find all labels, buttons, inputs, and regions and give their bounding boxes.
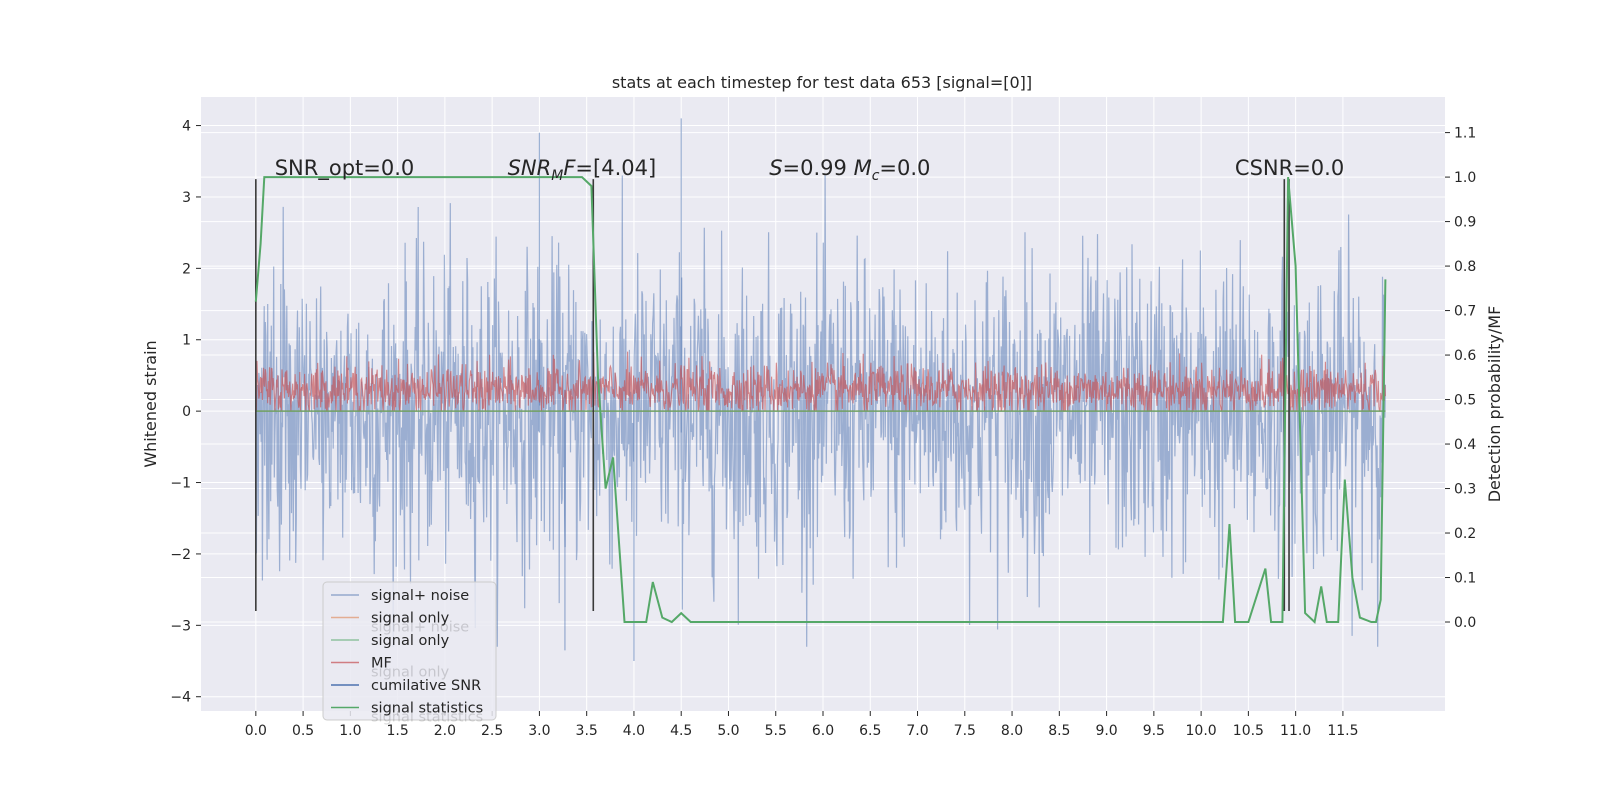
series-signal-statistics xyxy=(254,176,1387,624)
y-tick-label: 4 xyxy=(182,119,191,135)
annotation-snr-opt: SNR_opt=0.0 xyxy=(275,156,415,181)
x-tick-label: 2.0 xyxy=(434,723,456,739)
y-right-tick-label: 0.5 xyxy=(1454,393,1476,409)
x-axis: 0.0 0.5 1.0 1.5 2.0 2.5 3.0 3.5 4.0 4.5 5.0 5.5 6.0 6… xyxy=(245,711,1358,739)
annotations: SNR_opt=0.0 SNRMF=[4.04] S=0.99 Mc=0.0 CSNR… xyxy=(275,156,1344,184)
y-right-tick-label: 0.6 xyxy=(1454,348,1476,364)
x-tick-label: 0.0 xyxy=(245,723,267,739)
annotation-s-mc: S=0.99 Mc=0.0 xyxy=(769,156,930,184)
y-right-tick-label: 0.7 xyxy=(1454,304,1476,320)
x-tick-label: 8.0 xyxy=(1001,723,1023,739)
x-tick-label: 1.0 xyxy=(339,723,361,739)
x-tick-label: 11.0 xyxy=(1280,723,1311,739)
legend-ghost-label: signal+ noise xyxy=(371,620,469,636)
x-tick-label: 9.0 xyxy=(1095,723,1117,739)
x-tick-label: 8.5 xyxy=(1048,723,1070,739)
annotation-snr-mf: SNRMF=[4.04] xyxy=(508,156,657,184)
y-right-tick-label: 0.2 xyxy=(1454,526,1476,542)
x-tick-label: 3.0 xyxy=(528,723,550,739)
x-tick-label: 1.5 xyxy=(386,723,408,739)
y-tick-label: 3 xyxy=(182,190,191,206)
y-axis-left: 4 3 2 1 0 −1 −2 −3 −4 xyxy=(170,119,201,706)
y-right-tick-label: 1.1 xyxy=(1454,126,1476,142)
annotation-csnr: CSNR=0.0 xyxy=(1235,156,1344,180)
x-tick-label: 7.5 xyxy=(954,723,976,739)
legend-label: signal statistics xyxy=(371,701,483,717)
y-right-tick-label: 0.8 xyxy=(1454,259,1476,275)
y-axis-right: 1.1 1.0 0.9 0.8 0.7 0.6 0.5 0.4 0.3 0.2 0.1 0.0 xyxy=(1445,126,1476,631)
y-right-tick-label: 0.0 xyxy=(1454,615,1476,631)
mf-trace xyxy=(255,351,1386,414)
y-right-tick-label: 0.9 xyxy=(1454,215,1476,231)
x-tick-label: 10.5 xyxy=(1233,723,1264,739)
x-tick-label: 5.0 xyxy=(717,723,739,739)
legend-box xyxy=(322,581,497,721)
x-tick-label: 9.5 xyxy=(1143,723,1165,739)
legend-label: MF xyxy=(371,656,392,672)
x-tick-label: 3.5 xyxy=(576,723,598,739)
x-tick-label: 6.5 xyxy=(859,723,881,739)
noise-trace xyxy=(255,175,1386,647)
legend-ghost-label: signal only xyxy=(371,665,450,681)
y-tick-label: −2 xyxy=(170,547,191,563)
legend-label: cumilative SNR xyxy=(371,678,481,694)
legend-label: signal only xyxy=(371,611,450,627)
y-tick-label: −3 xyxy=(170,618,191,634)
legend-label: signal+ noise xyxy=(371,588,469,604)
series-signal-noise xyxy=(255,118,1386,662)
y-tick-label: −1 xyxy=(170,476,191,492)
chart-title: stats at each timestep for test data 653… xyxy=(612,73,1032,92)
y-axis-label-right: Detection probability/MF xyxy=(1485,306,1504,503)
y-right-tick-label: 0.1 xyxy=(1454,571,1476,587)
x-tick-label: 2.5 xyxy=(481,723,503,739)
x-tick-label: 11.5 xyxy=(1327,723,1358,739)
y-tick-label: 2 xyxy=(182,261,191,277)
x-tick-label: 4.5 xyxy=(670,723,692,739)
x-tick-label: 6.0 xyxy=(812,723,834,739)
y-tick-label: −4 xyxy=(170,690,191,706)
series-mf xyxy=(255,351,1386,414)
x-tick-label: 4.0 xyxy=(623,723,645,739)
y-right-tick-label: 0.3 xyxy=(1454,482,1476,498)
legend-ghost-label: signal statistics xyxy=(371,710,483,726)
y-tick-label: 1 xyxy=(182,333,191,349)
x-tick-label: 5.5 xyxy=(765,723,787,739)
legend-label: signal only xyxy=(371,633,450,649)
x-tick-label: 10.0 xyxy=(1186,723,1217,739)
signal-statistics-line xyxy=(254,176,1387,624)
y-right-tick-label: 1.0 xyxy=(1454,170,1476,186)
y-axis-label-left: Whitened strain xyxy=(141,340,160,467)
y-right-tick-label: 0.4 xyxy=(1454,437,1476,453)
y-tick-label: 0 xyxy=(182,404,191,420)
x-tick-label: 0.5 xyxy=(292,723,314,739)
x-tick-label: 7.0 xyxy=(906,723,928,739)
